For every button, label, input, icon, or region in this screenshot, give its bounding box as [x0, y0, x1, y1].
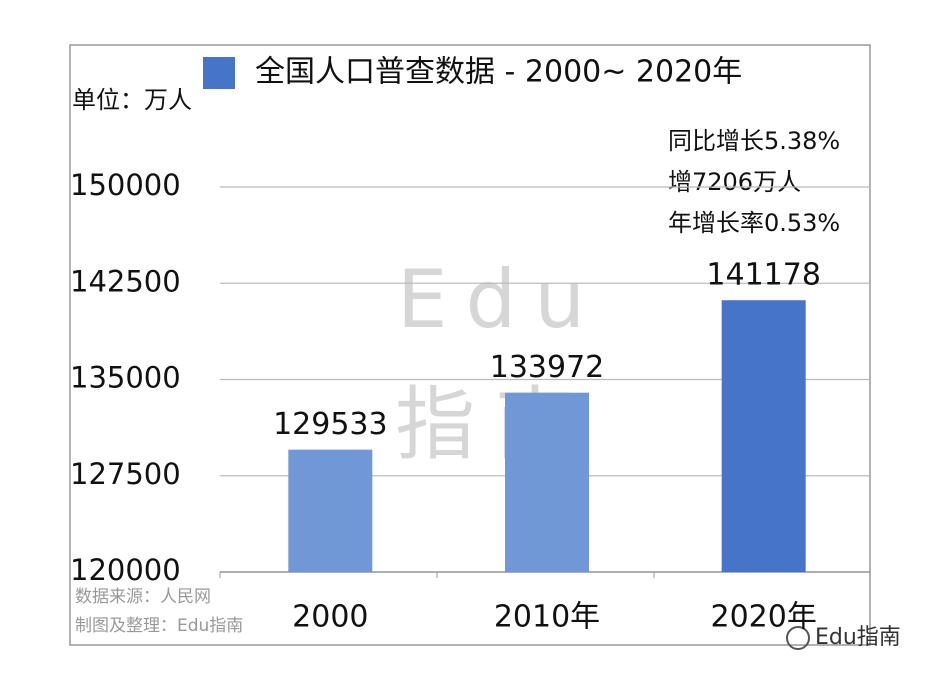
x-tick-label: 2010年	[494, 600, 600, 635]
source: 制图及整理：Edu指南	[75, 616, 243, 636]
x-tick-label: 2020年	[710, 600, 816, 635]
brand: Edu指南	[815, 625, 901, 650]
unit-label: 单位：万人	[72, 86, 192, 114]
y-tick-label: 127500	[70, 457, 181, 491]
y-tick-label: 142500	[70, 264, 181, 298]
data-label: 141178	[706, 258, 821, 293]
chart-title: 全国人口普查数据 - 2000~ 2020年	[255, 55, 742, 90]
legend-swatch	[203, 57, 235, 89]
bar	[288, 449, 373, 572]
data-label: 129533	[273, 407, 388, 442]
y-tick-label: 150000	[70, 168, 181, 202]
bar	[721, 300, 806, 572]
y-tick-label: 135000	[70, 361, 181, 395]
annotation: 同比增长5.38%	[668, 127, 840, 155]
source: 数据来源：人民网	[75, 587, 211, 607]
annotation: 年增长率0.53%	[668, 209, 840, 237]
y-tick-label: 120000	[70, 553, 181, 587]
wechat-icon	[786, 626, 810, 650]
data-label: 133972	[490, 350, 605, 385]
annotation: 增7206万人	[668, 168, 801, 196]
watermark: Edu	[397, 253, 603, 346]
bar	[505, 392, 589, 572]
x-tick-label: 2000	[292, 600, 368, 635]
